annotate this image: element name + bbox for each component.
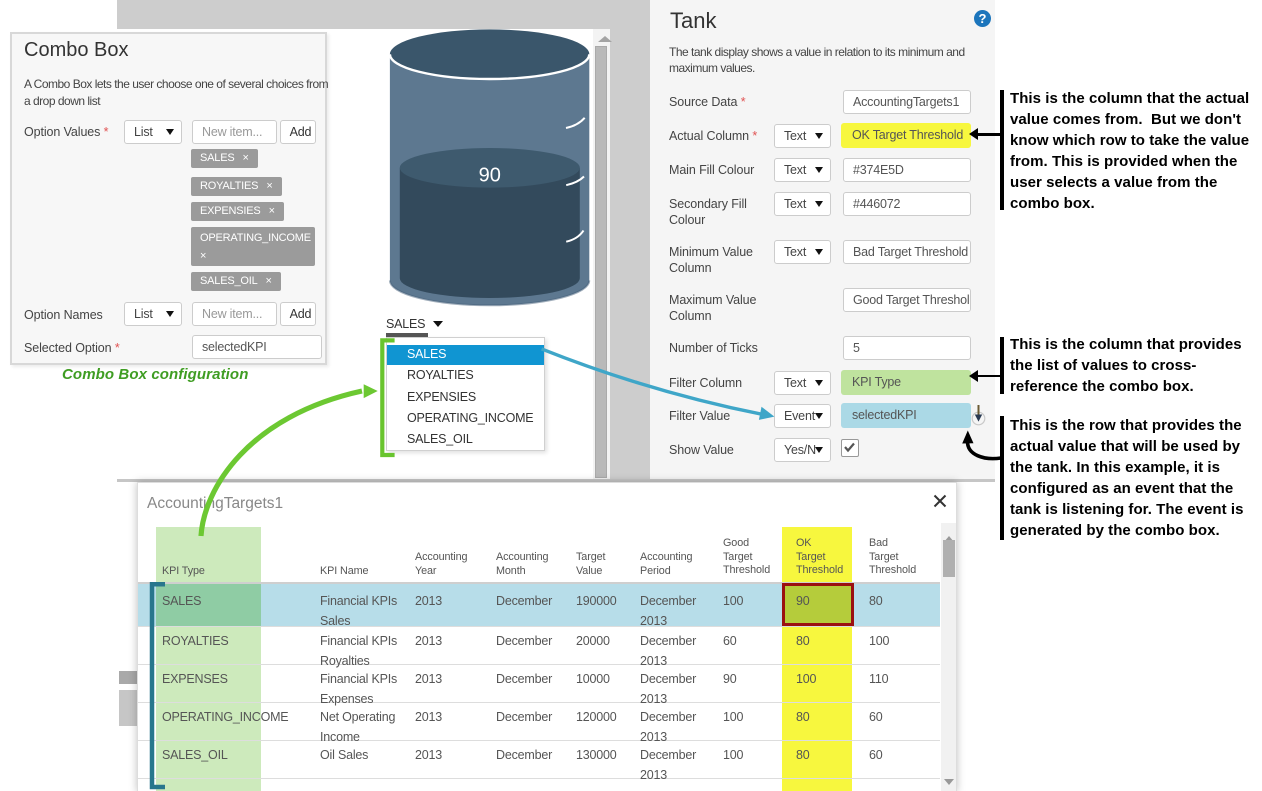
svg-text:90: 90 [479, 165, 501, 187]
